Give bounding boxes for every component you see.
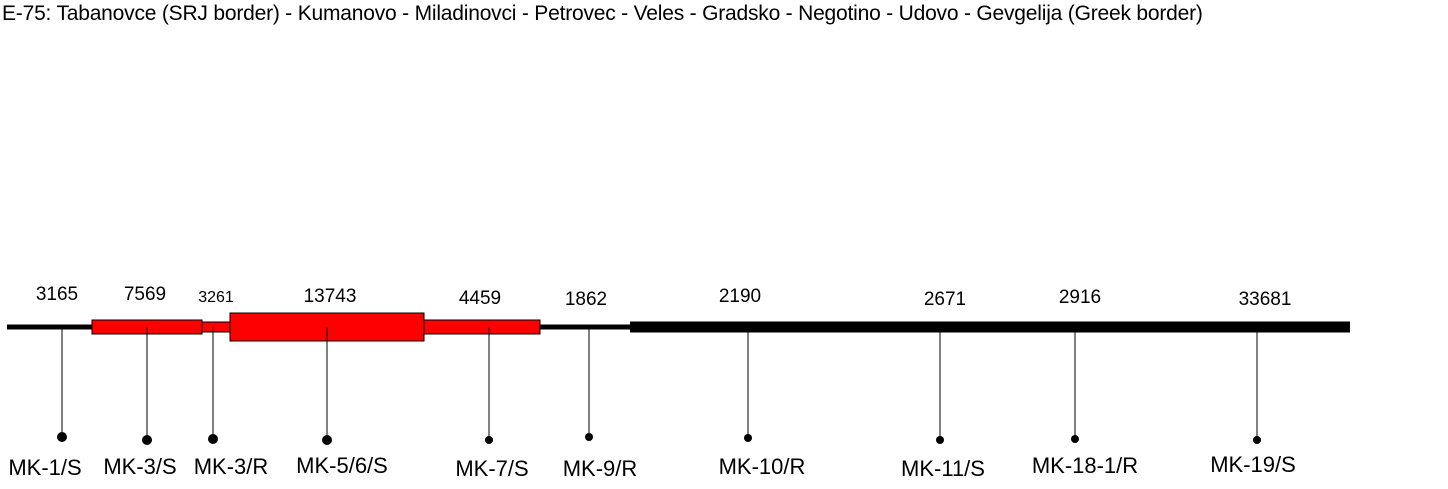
station-marker (936, 436, 944, 444)
station-marker (142, 435, 152, 445)
road-segment (1175, 321, 1350, 333)
station-marker (208, 434, 218, 444)
station-label: MK-3/S (103, 454, 176, 479)
station-marker (57, 432, 67, 442)
diagram-title: E-75: Tabanovce (SRJ border) - Kumanovo … (2, 2, 1203, 25)
station-label: MK-3/R (194, 454, 269, 479)
traffic-count-label: 7569 (124, 284, 166, 305)
road-segment (423, 319, 541, 335)
traffic-count-label: 1862 (565, 289, 607, 310)
traffic-count-label: 33681 (1239, 289, 1292, 310)
traffic-count-label: 4459 (459, 288, 501, 309)
road-segment (7, 324, 92, 330)
traffic-count-label: 3261 (198, 289, 234, 306)
traffic-count-label: 13743 (304, 286, 357, 307)
station-label: MK-9/R (563, 456, 638, 481)
station-marker (585, 433, 593, 441)
station-marker (322, 435, 332, 445)
station-label: MK-10/R (719, 454, 806, 479)
station-label: MK-19/S (1210, 452, 1296, 477)
road-segment (630, 321, 860, 333)
station-label: MK-1/S (8, 455, 81, 480)
station-marker (485, 436, 493, 444)
traffic-count-label: 2190 (719, 286, 761, 307)
road-segment (540, 324, 630, 330)
road-segment (1020, 321, 1175, 333)
traffic-count-label: 3165 (36, 284, 78, 305)
road-segment (201, 321, 231, 333)
station-marker (744, 434, 752, 442)
traffic-count-label: 2671 (924, 289, 966, 310)
station-label: MK-5/6/S (296, 453, 388, 478)
station-label: MK-11/S (901, 456, 985, 481)
station-label: MK-18-1/R (1032, 453, 1138, 478)
station-marker (1253, 436, 1261, 444)
station-marker (1071, 435, 1079, 443)
station-label: MK-7/S (455, 456, 528, 481)
traffic-count-label: 2916 (1059, 287, 1101, 308)
